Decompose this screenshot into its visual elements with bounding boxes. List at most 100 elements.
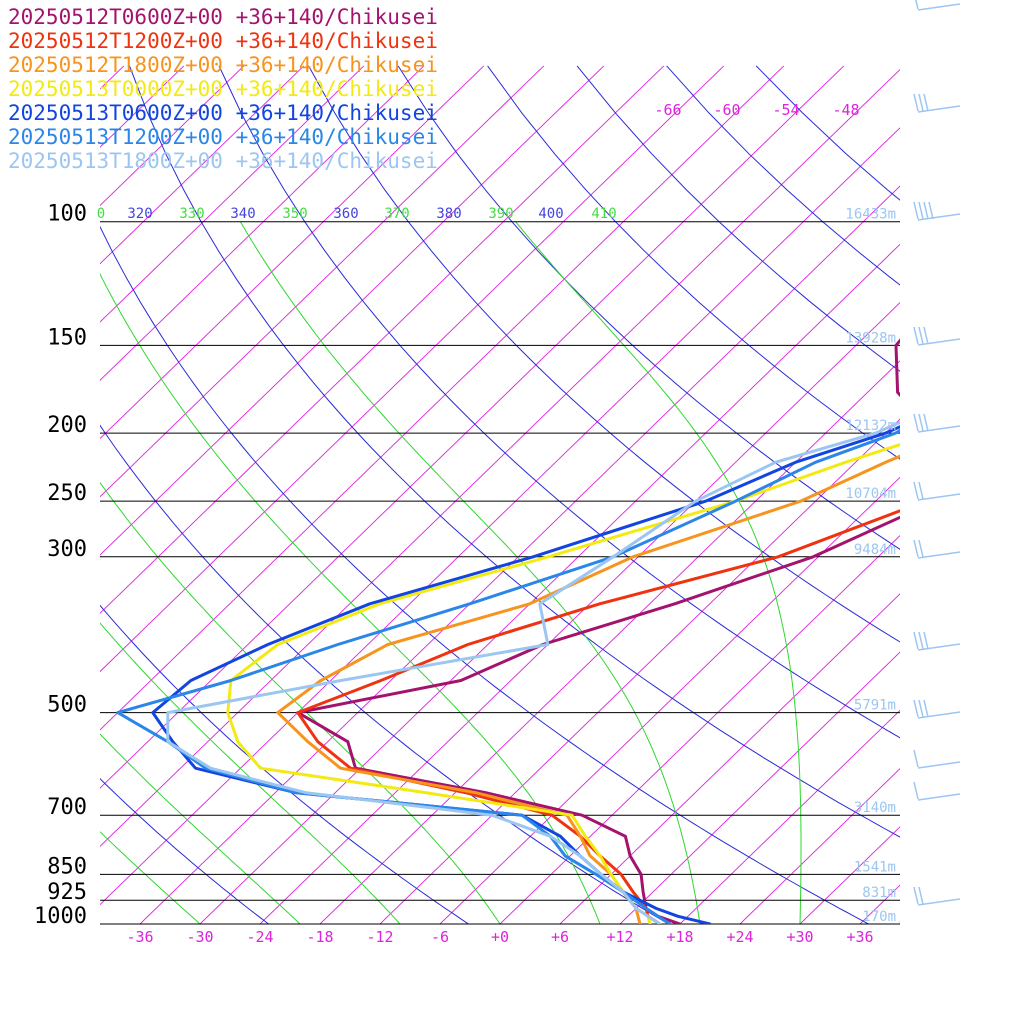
isotherm-label: -66 xyxy=(654,101,681,119)
pressure-label: 925 xyxy=(47,880,87,905)
sounding-trace-7 xyxy=(166,420,900,924)
isotherm-line xyxy=(100,65,665,614)
wind-barb xyxy=(917,711,961,719)
x-tick-label: +24 xyxy=(726,928,753,946)
theta-label: 380 xyxy=(436,206,461,222)
wind-barb-flag xyxy=(918,201,924,220)
theta-label: 400 xyxy=(538,206,563,222)
x-tick-label: -6 xyxy=(431,928,449,946)
wind-barb xyxy=(917,105,961,113)
theta-label: 340 xyxy=(230,206,255,222)
height-label: 5791m xyxy=(854,698,896,714)
sounding-trace-6 xyxy=(116,428,900,924)
legend-entry: 20250513T0600Z+00 +36+140/Chikusei xyxy=(8,101,438,125)
moist-adiabat-line xyxy=(100,831,201,924)
wind-barb-flag xyxy=(918,413,924,432)
dry-adiabat-line xyxy=(100,424,670,924)
dry-adiabat-line xyxy=(100,777,270,924)
dry-adiabat-line xyxy=(218,65,900,739)
isotherm-line xyxy=(920,66,1024,924)
legend-entry: 20250512T1800Z+00 +36+140/Chikusei xyxy=(8,53,438,77)
isotherm-line xyxy=(439,476,900,924)
isotherm-line xyxy=(139,185,900,924)
wind-barb-flag xyxy=(913,201,919,220)
wind-barb xyxy=(917,551,961,559)
wind-barb-flag xyxy=(913,781,919,800)
height-label: 9484m xyxy=(854,542,896,558)
x-tick-label: +6 xyxy=(551,928,569,946)
wind-barb xyxy=(917,761,961,769)
isotherm-line xyxy=(100,65,305,265)
wind-barb-flag xyxy=(915,0,919,10)
x-tick-label: +18 xyxy=(666,928,693,946)
wind-barb-flag xyxy=(913,886,919,905)
theta-label: 320 xyxy=(127,206,152,222)
isotherm-line xyxy=(980,66,1024,924)
wind-barb-flag xyxy=(913,699,919,718)
isotherm-line xyxy=(100,65,245,207)
wind-barb xyxy=(917,213,961,221)
isotherm-label: -48 xyxy=(832,101,859,119)
dry-adiabat-line xyxy=(666,65,900,286)
pressure-label: 300 xyxy=(47,537,87,562)
wind-barb-flag xyxy=(913,631,919,650)
wind-barb-flag xyxy=(923,631,929,650)
x-tick-label: +0 xyxy=(491,928,509,946)
wind-barb-flag xyxy=(923,699,929,718)
legend-entry: 20250512T1200Z+00 +36+140/Chikusei xyxy=(8,29,438,53)
wind-barb-flag xyxy=(918,326,924,345)
theta-label: 370 xyxy=(384,206,409,222)
isotherm-line xyxy=(100,65,485,440)
theta-label: 330 xyxy=(179,206,204,222)
wind-barb xyxy=(917,425,961,433)
x-tick-label: -36 xyxy=(126,928,153,946)
dry-adiabat-line xyxy=(487,65,900,460)
sounding-trace-1 xyxy=(296,338,900,924)
wind-barb-flag xyxy=(918,481,924,500)
isotherm-line xyxy=(100,65,725,673)
pressure-label: 150 xyxy=(47,325,87,350)
isotherm-label: -60 xyxy=(713,101,740,119)
pressure-label: 100 xyxy=(47,202,87,227)
isotherm-line xyxy=(100,68,900,847)
pressure-label: 1000 xyxy=(34,904,87,929)
isotherm-line xyxy=(319,360,900,924)
isotherm-line xyxy=(739,768,900,924)
pressure-label: 850 xyxy=(47,854,87,879)
sounding-trace-3 xyxy=(276,454,900,924)
height-label: 3140m xyxy=(854,800,896,816)
isotherm-line xyxy=(100,65,425,381)
height-label: 12132m xyxy=(845,418,896,434)
theta-label: 410 xyxy=(591,206,616,222)
legend-entry: 20250513T1800Z+00 +36+140/Chikusei xyxy=(8,149,438,173)
wind-barb-flag xyxy=(918,886,924,905)
pressure-label: 200 xyxy=(47,413,87,438)
wind-barb-flag xyxy=(928,201,934,220)
pressure-label: 250 xyxy=(47,481,87,506)
legend-entry: 20250513T0000Z+00 +36+140/Chikusei xyxy=(8,77,438,101)
height-label: 13928m xyxy=(845,330,896,346)
isotherm-line xyxy=(100,65,545,498)
wind-barb-flag xyxy=(923,201,929,220)
wind-barb xyxy=(917,3,961,11)
isotherm-line xyxy=(499,535,900,924)
theta-label: 0 xyxy=(97,206,105,222)
theta-label: 360 xyxy=(333,206,358,222)
isotherm-line xyxy=(100,65,785,731)
height-label: 170m xyxy=(862,909,896,925)
theta-label: 350 xyxy=(282,206,307,222)
isotherm-line xyxy=(100,65,365,323)
dry-adiabat-line xyxy=(100,604,470,924)
moist-adiabat-line xyxy=(100,272,601,924)
wind-barb-flag xyxy=(923,326,929,345)
x-tick-label: +12 xyxy=(606,928,633,946)
isotherm-label: -54 xyxy=(772,101,799,119)
moist-adiabat-line xyxy=(239,221,701,924)
wind-barb-flag xyxy=(918,93,924,112)
pressure-label: 700 xyxy=(47,795,87,820)
height-label: 16433m xyxy=(845,207,896,223)
isotherm-line xyxy=(379,418,900,924)
x-tick-label: -18 xyxy=(306,928,333,946)
sounding-trace-2 xyxy=(296,509,900,924)
